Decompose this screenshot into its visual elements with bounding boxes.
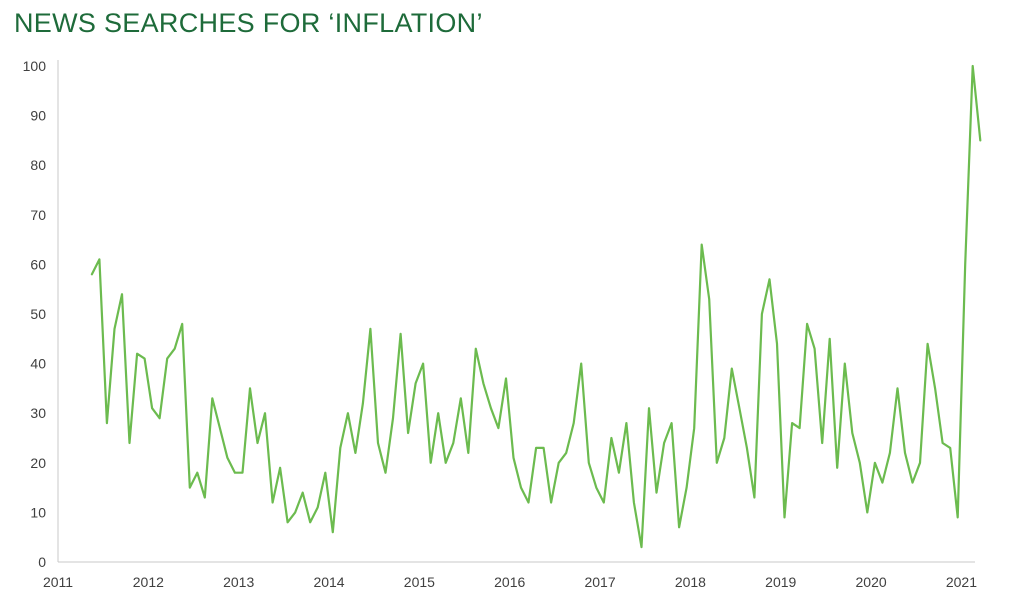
x-axis-ticks: 2011 2012 2013 2014 2015 2016 2017 2018 2019 2020… [43, 574, 977, 590]
x-tick-label: 2015 [404, 574, 435, 590]
y-tick-label: 60 [30, 256, 46, 272]
x-tick-label: 2011 [43, 574, 73, 590]
series-line [90, 64, 982, 549]
y-tick-label: 50 [30, 306, 46, 322]
y-tick-label: 90 [30, 108, 46, 124]
x-tick-label: 2012 [133, 574, 164, 590]
x-tick-label: 2021 [946, 574, 977, 590]
x-tick-label: 2020 [856, 574, 887, 590]
y-tick-label: 10 [30, 504, 46, 520]
x-tick-label: 2013 [223, 574, 254, 590]
x-tick-label: 2018 [675, 574, 706, 590]
y-tick-label: 30 [30, 405, 46, 421]
x-tick-label: 2016 [494, 574, 525, 590]
y-tick-label: 80 [30, 157, 46, 173]
y-tick-label: 70 [30, 207, 46, 223]
x-tick-label: 2019 [765, 574, 796, 590]
y-tick-label: 20 [30, 455, 46, 471]
x-tick-label: 2017 [584, 574, 615, 590]
y-tick-label: 40 [30, 356, 46, 372]
y-tick-label: 100 [23, 58, 47, 74]
x-tick-label: 2014 [313, 574, 344, 590]
y-tick-label: 0 [38, 554, 46, 570]
y-axis-ticks: 0 10 20 30 40 50 60 70 80 90 100 [23, 58, 47, 570]
chart-title: NEWS SEARCHES FOR ‘INFLATION’ [14, 8, 483, 38]
